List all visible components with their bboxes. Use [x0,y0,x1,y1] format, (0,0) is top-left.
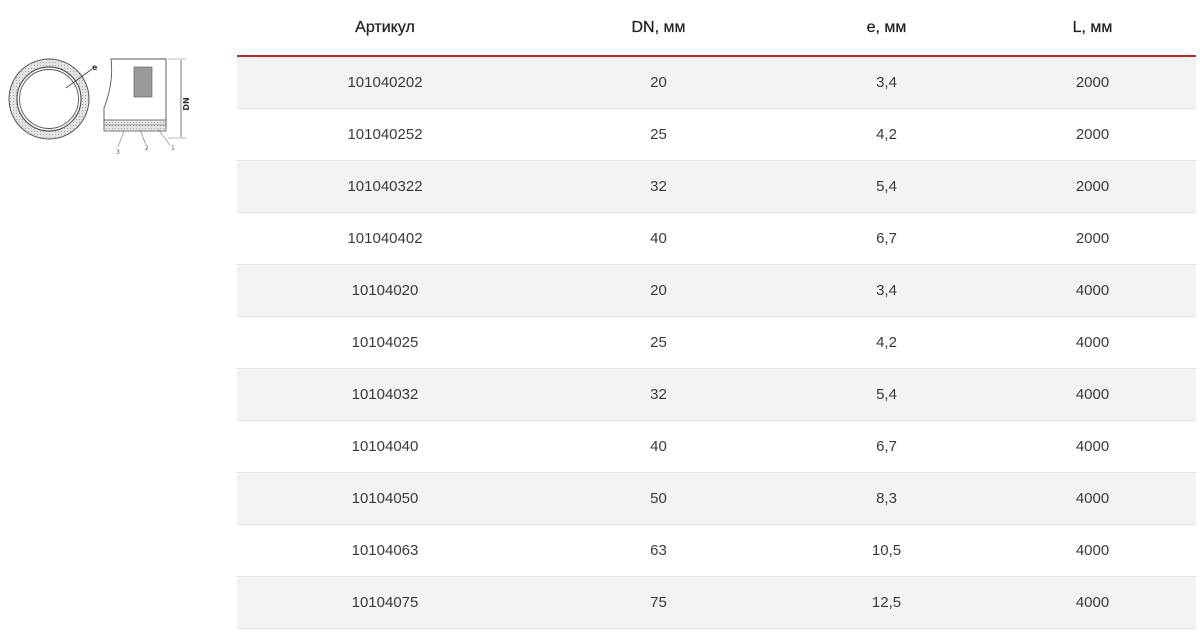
cell-dn: 40 [533,212,784,265]
pipe-diagram-svg: e DN 3 2 1 [8,58,191,156]
cell-article: 10104075 [237,576,533,629]
table-row: 10104063 63 10,5 4000 [237,524,1196,577]
cell-e: 8,3 [784,472,989,525]
header-article: Артикул [237,0,533,57]
table-row: 101040252 25 4,2 2000 [237,108,1196,161]
cell-e: 3,4 [784,56,989,109]
header-e: e, мм [784,0,989,57]
label-dn: DN [182,97,191,110]
table-row: 10104040 40 6,7 4000 [237,420,1196,473]
pipe-cross-section-diagram: e DN 3 2 1 [0,52,205,160]
cell-l: 4000 [989,472,1196,525]
label-2: 2 [145,145,149,152]
cell-dn: 32 [533,368,784,421]
cell-article: 10104050 [237,472,533,525]
cell-e: 3,4 [784,264,989,317]
cell-dn: 20 [533,264,784,317]
cell-dn: 63 [533,524,784,577]
cell-e: 6,7 [784,420,989,473]
cell-l: 2000 [989,56,1196,109]
cell-article: 101040402 [237,212,533,265]
table-row: 10104020 20 3,4 4000 [237,264,1196,317]
header-l: L, мм [989,0,1196,57]
table-row: 10104025 25 4,2 4000 [237,316,1196,369]
cell-article: 10104025 [237,316,533,369]
table-header-row: Артикул DN, мм e, мм L, мм [237,0,1196,57]
cell-e: 10,5 [784,524,989,577]
label-3-leader [117,130,125,148]
cell-l: 4000 [989,368,1196,421]
pipe-longitudinal-section [103,58,167,132]
cell-l: 4000 [989,420,1196,473]
table-row: 101040322 32 5,4 2000 [237,160,1196,213]
table-row: 10104050 50 8,3 4000 [237,472,1196,525]
cell-e: 4,2 [784,316,989,369]
cell-l: 2000 [989,160,1196,213]
cell-l: 2000 [989,212,1196,265]
table-row: 101040202 20 3,4 2000 [237,56,1196,109]
cell-l: 4000 [989,524,1196,577]
label-1: 1 [171,145,175,152]
cell-e: 6,7 [784,212,989,265]
table-row: 10104032 32 5,4 4000 [237,368,1196,421]
label-e-leader [65,68,93,89]
table-row: 10104075 75 12,5 4000 [237,576,1196,629]
cell-article: 10104032 [237,368,533,421]
cell-dn: 40 [533,420,784,473]
label-3: 3 [116,149,120,156]
cell-article: 10104063 [237,524,533,577]
pipe-ring-section [8,58,90,140]
cell-dn: 25 [533,108,784,161]
cell-l: 4000 [989,316,1196,369]
pipe-spec-table: Артикул DN, мм e, мм L, мм 101040202 20 … [237,0,1196,629]
cell-article: 10104020 [237,264,533,317]
cell-l: 4000 [989,576,1196,629]
cell-l: 4000 [989,264,1196,317]
cell-dn: 75 [533,576,784,629]
cell-dn: 20 [533,56,784,109]
label-2-leader [139,129,147,146]
cell-dn: 25 [533,316,784,369]
table-row: 101040402 40 6,7 2000 [237,212,1196,265]
label-e: e [92,63,98,72]
cell-article: 101040252 [237,108,533,161]
cell-e: 5,4 [784,368,989,421]
cell-e: 4,2 [784,108,989,161]
cell-e: 12,5 [784,576,989,629]
cell-dn: 50 [533,472,784,525]
header-dn: DN, мм [533,0,784,57]
cell-dn: 32 [533,160,784,213]
cell-article: 101040322 [237,160,533,213]
cell-e: 5,4 [784,160,989,213]
cell-l: 2000 [989,108,1196,161]
cell-article: 10104040 [237,420,533,473]
cell-article: 101040202 [237,56,533,109]
label-1-leader [157,128,171,146]
